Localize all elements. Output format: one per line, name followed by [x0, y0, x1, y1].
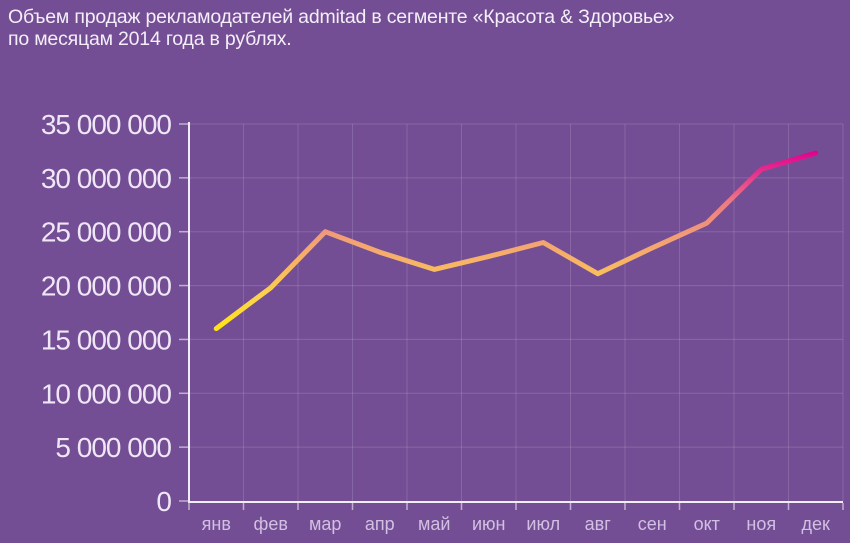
axes [188, 122, 843, 503]
y-axis-label: 0 [156, 486, 171, 517]
y-axis-label: 10 000 000 [41, 378, 172, 409]
axis-ticks [179, 123, 844, 510]
x-axis-label: мар [309, 514, 341, 534]
x-axis-label: авг [585, 514, 612, 534]
y-axis-label: 30 000 000 [41, 163, 172, 194]
y-axis-label: 35 000 000 [41, 109, 172, 140]
chart-title-line2: по месяцам 2014 года в рублях. [8, 28, 292, 50]
x-axis-label: июн [472, 514, 506, 534]
x-axis-labels: янв фев мар апр май июн июл авг сен окт ноя дек [202, 514, 830, 534]
gridlines [189, 123, 844, 501]
y-axis-label: 5 000 000 [55, 432, 171, 463]
y-axis-label: 15 000 000 [41, 324, 172, 355]
sales-line [213, 150, 819, 332]
x-axis-label: апр [365, 514, 395, 534]
x-axis-label: дек [802, 514, 831, 534]
x-axis-label: июл [526, 514, 560, 534]
x-axis-label: янв [202, 514, 231, 534]
y-axis-labels: 0 5 000 000 10 000 000 15 000 000 20 000 000… [41, 109, 173, 517]
x-axis-label: ноя [746, 514, 776, 534]
chart-title-line1: Объем продаж рекламодателей admitad в се… [8, 6, 675, 28]
x-axis-label: сен [638, 514, 667, 534]
chart-title: Объем продаж рекламодателей admitad в се… [8, 6, 674, 50]
x-axis-label: окт [694, 514, 720, 534]
x-axis-label: май [418, 514, 450, 534]
y-axis-label: 20 000 000 [41, 271, 172, 302]
x-axis-label: фев [254, 514, 288, 534]
y-axis-label: 25 000 000 [41, 217, 172, 248]
